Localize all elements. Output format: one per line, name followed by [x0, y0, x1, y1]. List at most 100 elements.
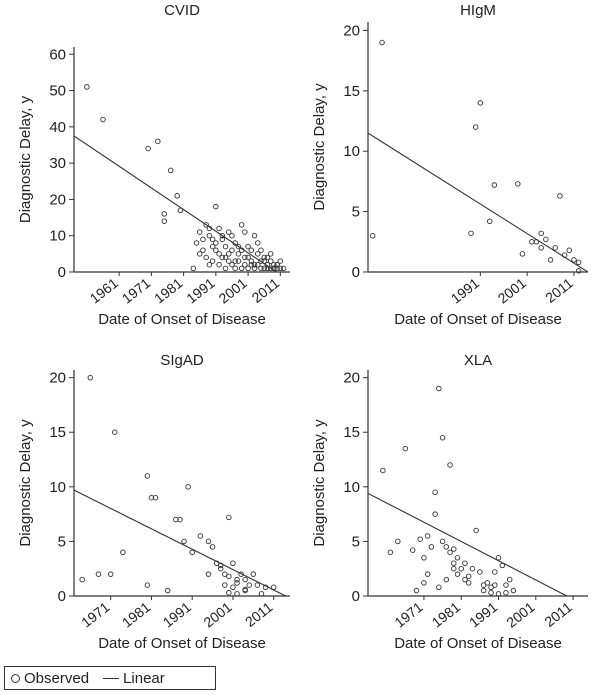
observed-point — [258, 265, 264, 272]
x-tick-label: 1991 — [183, 275, 218, 307]
y-tick-label: 60 — [49, 46, 66, 63]
x-axis-label: Date of Onset of Disease — [394, 311, 562, 328]
observed-point — [421, 555, 427, 561]
observed-point — [235, 243, 242, 250]
observed-point — [226, 514, 232, 521]
observed-point — [234, 591, 240, 597]
legend-linear-label: Linear — [123, 669, 165, 687]
linear-fit-line — [368, 132, 588, 272]
observed-point — [193, 240, 200, 246]
observed-point — [222, 243, 229, 250]
linear-fit-line — [74, 489, 287, 596]
observed-point — [395, 538, 401, 545]
observed-point — [232, 265, 238, 272]
observed-point — [229, 261, 235, 268]
legend-observed-label: Observed — [24, 669, 90, 687]
observed-point — [506, 576, 513, 583]
x-tick-label: 1991 — [448, 275, 483, 307]
observed-point — [206, 232, 213, 239]
observed-point — [515, 181, 521, 187]
observed-point — [543, 236, 549, 243]
observed-point — [380, 467, 386, 474]
y-tick-label: 0 — [58, 264, 66, 281]
observed-point — [488, 589, 494, 596]
observed-point — [225, 251, 232, 257]
x-axis-label: Date of Onset of Disease — [98, 635, 266, 652]
observed-point — [510, 587, 517, 594]
x-tick-label: 1991 — [160, 599, 195, 631]
observed-point — [246, 582, 252, 588]
panel-title: HIgM — [460, 2, 496, 19]
observed-marker-icon — [11, 673, 20, 683]
panel-4: XLA 0 5 10 15 20 1971 1981 1991 2001 2011 Date of O… — [311, 352, 588, 652]
y-tick-label: 10 — [343, 143, 360, 160]
observed-point — [280, 265, 287, 272]
observed-point — [264, 254, 271, 261]
observed-point — [575, 259, 582, 266]
observed-point — [369, 233, 376, 239]
observed-point — [439, 538, 446, 545]
y-tick-label: 0 — [352, 588, 360, 605]
y-tick-label: 20 — [343, 22, 360, 39]
y-tick-label: 0 — [58, 588, 66, 605]
observed-point — [432, 511, 438, 517]
x-tick-label: 2001 — [495, 275, 530, 307]
observed-point — [454, 555, 461, 561]
observed-point — [161, 218, 168, 224]
observed-point — [205, 538, 212, 545]
observed-point — [245, 243, 251, 250]
observed-point — [229, 232, 235, 239]
observed-point — [424, 533, 431, 539]
observed-point — [148, 494, 155, 501]
panel-title: CVID — [164, 2, 200, 19]
observed-point — [229, 247, 235, 253]
observed-point — [454, 571, 461, 577]
legend-linear: Linear — [103, 670, 165, 687]
observed-point — [213, 240, 219, 246]
observed-point — [462, 576, 468, 583]
observed-point — [277, 265, 284, 272]
observed-point — [222, 582, 228, 588]
observed-point — [152, 494, 159, 501]
observed-point — [144, 582, 151, 588]
observed-point — [267, 258, 274, 264]
observed-point — [472, 124, 479, 130]
observed-point — [230, 560, 236, 566]
observed-point — [222, 265, 229, 272]
observed-point — [213, 247, 219, 253]
observed-point — [95, 571, 102, 577]
observed-point — [258, 591, 265, 597]
observed-point — [222, 254, 229, 261]
observed-point — [451, 560, 457, 566]
x-tick-label: 1971 — [391, 599, 426, 631]
observed-point — [547, 257, 554, 263]
observed-point — [200, 247, 206, 253]
observed-point — [261, 254, 267, 261]
observed-point — [465, 573, 472, 580]
linear-fit-line — [74, 135, 278, 272]
observed-point — [190, 265, 197, 272]
observed-point — [255, 251, 261, 257]
observed-point — [185, 484, 191, 490]
observed-point — [271, 261, 277, 268]
observed-point — [235, 251, 242, 257]
observed-point — [480, 587, 487, 594]
linear-line-icon — [103, 677, 120, 679]
observed-point — [226, 589, 232, 596]
observed-point — [421, 580, 427, 586]
observed-point — [480, 582, 487, 588]
observed-point — [234, 580, 240, 586]
observed-point — [173, 516, 179, 523]
observed-point — [402, 445, 409, 452]
observed-point — [251, 232, 258, 239]
observed-point — [242, 261, 248, 268]
observed-point — [242, 254, 248, 261]
observed-point — [112, 429, 118, 435]
observed-point — [79, 576, 85, 583]
x-axis-label: Date of Onset of Disease — [394, 635, 562, 652]
y-tick-label: 50 — [49, 83, 66, 100]
observed-point — [571, 257, 577, 263]
observed-point — [242, 586, 248, 593]
observed-point — [495, 591, 502, 597]
y-tick-label: 15 — [49, 424, 66, 441]
